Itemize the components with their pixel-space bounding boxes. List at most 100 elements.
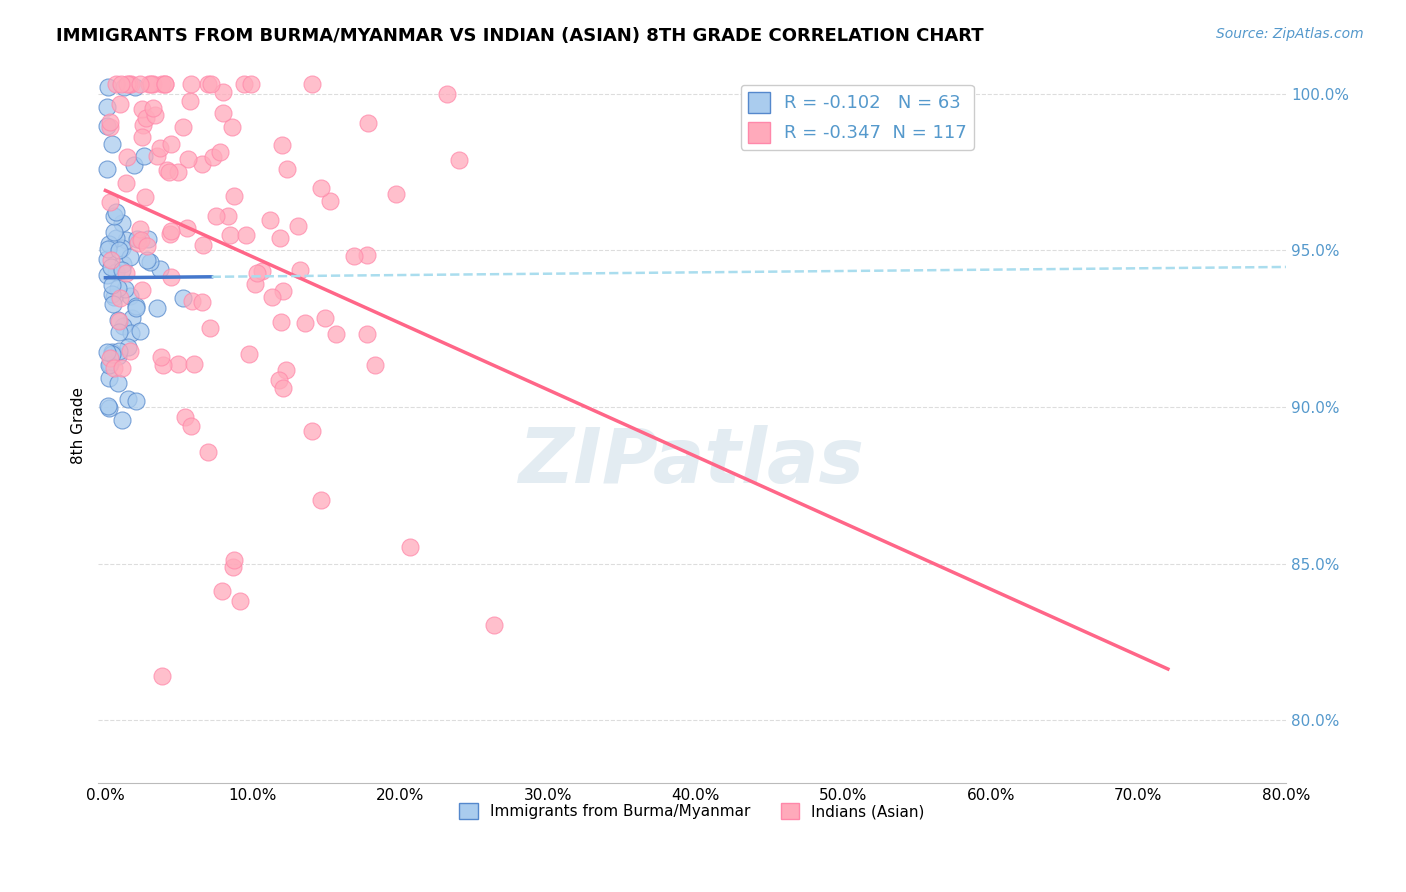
Point (136, 239, 159, 253)
Text: IMMIGRANTS FROM BURMA/MYANMAR VS INDIAN (ASIAN) 8TH GRADE CORRELATION CHART: IMMIGRANTS FROM BURMA/MYANMAR VS INDIAN … (56, 27, 984, 45)
Point (114, 282, 136, 296)
Point (150, 669, 173, 683)
Point (143, 107, 166, 121)
Point (447, 153, 470, 167)
Point (125, 299, 148, 313)
Point (115, 77, 138, 91)
Point (179, 94, 201, 108)
Point (96, 100, 118, 114)
Point (98, 358, 121, 372)
Point (271, 284, 294, 298)
Point (243, 277, 266, 291)
Point (104, 265, 127, 279)
Point (117, 340, 139, 354)
Point (179, 77, 201, 91)
Point (212, 105, 235, 120)
Point (142, 101, 165, 115)
Text: ZIPatlas: ZIPatlas (519, 425, 865, 499)
Point (202, 149, 225, 163)
Point (197, 445, 219, 459)
Point (356, 247, 378, 261)
Point (273, 381, 295, 395)
Point (98, 120, 121, 134)
Point (318, 194, 340, 208)
Point (385, 187, 408, 202)
Point (97, 399, 120, 413)
Point (176, 221, 198, 235)
Point (101, 136, 124, 151)
Point (98, 357, 121, 371)
Point (356, 116, 378, 130)
Point (228, 594, 250, 608)
Point (160, 224, 183, 238)
Point (103, 361, 125, 376)
Point (112, 80, 135, 95)
Point (246, 266, 269, 280)
Point (100, 287, 122, 301)
Point (132, 119, 155, 133)
Point (105, 205, 128, 219)
Point (103, 225, 125, 239)
Point (114, 266, 136, 280)
Point (128, 324, 150, 338)
Point (135, 252, 157, 267)
Point (343, 249, 366, 263)
Point (98, 401, 121, 416)
Point (156, 162, 179, 177)
Point (183, 357, 205, 371)
Point (149, 350, 172, 364)
Point (270, 315, 292, 329)
Point (125, 232, 148, 246)
Point (108, 314, 131, 328)
Point (100, 278, 122, 293)
Point (145, 301, 167, 316)
Point (238, 347, 260, 361)
Point (124, 80, 146, 95)
Point (482, 618, 505, 632)
Point (142, 77, 165, 91)
Point (136, 232, 159, 246)
Point (211, 584, 233, 599)
Point (287, 219, 309, 233)
Point (125, 393, 148, 408)
Point (363, 358, 385, 372)
Point (101, 347, 124, 361)
Point (134, 190, 156, 204)
Point (125, 301, 148, 316)
Point (100, 252, 122, 267)
Point (399, 540, 422, 554)
Point (200, 77, 222, 91)
Point (233, 77, 256, 91)
Point (250, 264, 273, 278)
Point (97, 237, 120, 252)
Point (150, 77, 173, 91)
Point (110, 77, 132, 91)
Point (129, 234, 152, 248)
Point (174, 409, 197, 424)
Point (107, 376, 129, 390)
Point (115, 177, 138, 191)
Point (132, 149, 155, 163)
Point (135, 112, 157, 126)
Point (356, 326, 378, 341)
Point (176, 152, 198, 166)
Point (108, 343, 131, 358)
Point (96, 119, 118, 133)
Point (103, 290, 125, 304)
Point (152, 358, 174, 372)
Point (157, 165, 180, 179)
Point (111, 241, 134, 255)
Point (97, 242, 120, 256)
Point (108, 325, 131, 339)
Point (301, 424, 323, 438)
Point (121, 311, 143, 326)
Point (314, 310, 336, 325)
Point (224, 189, 246, 203)
Point (149, 141, 172, 155)
Point (115, 233, 138, 247)
Point (167, 357, 190, 371)
Point (131, 283, 153, 297)
Point (172, 291, 194, 305)
Point (96, 345, 118, 359)
Point (222, 553, 245, 567)
